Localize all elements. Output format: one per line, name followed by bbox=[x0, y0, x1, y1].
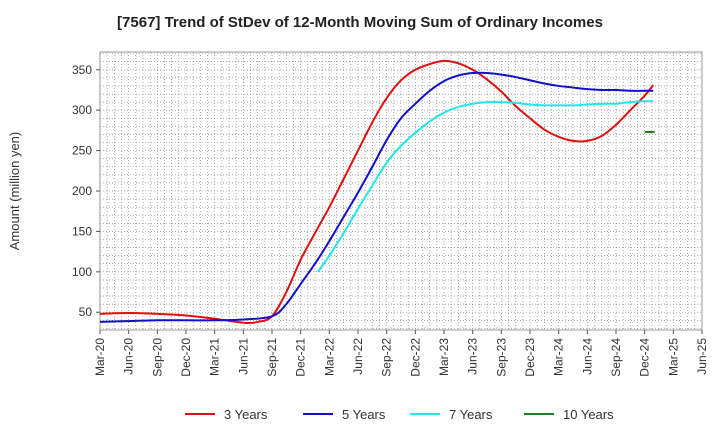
series-line-3-years bbox=[99, 59, 655, 324]
legend-label-3-years: 3 Years bbox=[224, 407, 268, 422]
x-tick-label: Mar-23 bbox=[437, 338, 451, 376]
legend-label-5-years: 5 Years bbox=[342, 407, 386, 422]
x-tick-label: Dec-21 bbox=[294, 338, 308, 377]
series-line-5-years bbox=[99, 71, 654, 323]
series-layer bbox=[99, 59, 655, 324]
x-tick-label: Mar-21 bbox=[208, 338, 222, 376]
x-tick-label: Jun-23 bbox=[466, 338, 480, 375]
x-tick-label: Dec-24 bbox=[638, 338, 652, 377]
x-tick-label: Mar-20 bbox=[93, 338, 107, 376]
grid-layer bbox=[99, 52, 703, 330]
x-axis-ticks: Mar-20 Jun-20 Sep-20 Dec-20 Mar-21 Jun-21 Sep-… bbox=[93, 330, 709, 377]
y-tick-label: 250 bbox=[72, 144, 92, 158]
x-tick-label: Jun-24 bbox=[580, 338, 594, 375]
x-tick-label: Sep-23 bbox=[494, 338, 508, 377]
x-tick-label: Sep-20 bbox=[150, 338, 164, 377]
x-tick-label: Mar-25 bbox=[666, 338, 680, 376]
x-tick-label: Dec-23 bbox=[523, 338, 537, 377]
x-tick-label: Jun-25 bbox=[695, 338, 709, 375]
x-tick-label: Jun-21 bbox=[236, 338, 250, 375]
x-tick-label: Jun-20 bbox=[122, 338, 136, 375]
x-tick-label: Jun-22 bbox=[351, 338, 365, 375]
y-axis-ticks: 50 100 150 200 250 300 350 bbox=[72, 63, 100, 319]
x-tick-label: Dec-20 bbox=[179, 338, 193, 377]
x-tick-label: Mar-22 bbox=[322, 338, 336, 376]
legend-label-7-years: 7 Years bbox=[449, 407, 493, 422]
y-tick-label: 350 bbox=[72, 63, 92, 77]
legend-label-10-years: 10 Years bbox=[563, 407, 614, 422]
x-tick-label: Sep-24 bbox=[609, 338, 623, 377]
y-axis-label: Amount (million yen) bbox=[7, 132, 22, 251]
x-tick-label: Mar-24 bbox=[552, 338, 566, 376]
y-tick-label: 200 bbox=[72, 184, 92, 198]
y-tick-label: 150 bbox=[72, 224, 92, 238]
y-tick-label: 100 bbox=[72, 265, 92, 279]
legend: 3 Years 5 Years 7 Years 10 Years bbox=[185, 407, 614, 422]
series-line-7-years bbox=[317, 100, 654, 273]
x-tick-label: Sep-21 bbox=[265, 338, 279, 377]
x-tick-label: Sep-22 bbox=[380, 338, 394, 377]
x-tick-label: Dec-22 bbox=[408, 338, 422, 377]
chart-title: [7567] Trend of StDev of 12-Month Moving… bbox=[117, 14, 603, 31]
y-tick-label: 300 bbox=[72, 103, 92, 117]
y-tick-label: 50 bbox=[79, 305, 93, 319]
